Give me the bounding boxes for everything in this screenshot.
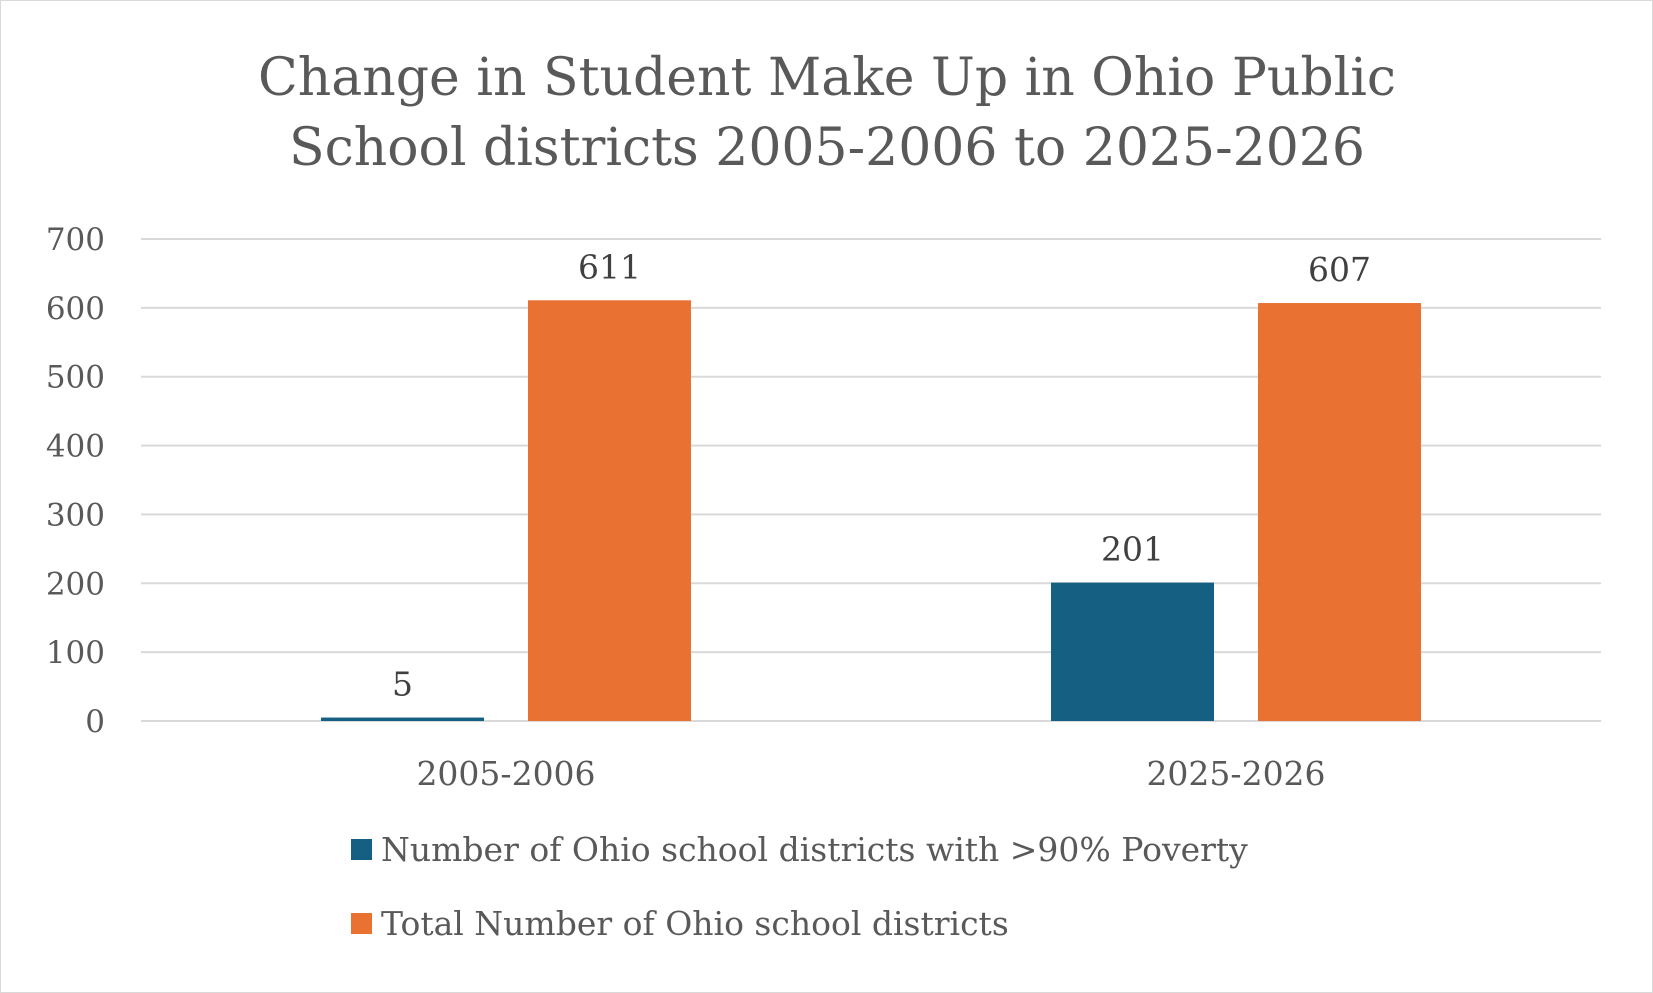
- y-tick-label-200: 200: [46, 566, 105, 602]
- y-tick-label-700: 700: [46, 222, 105, 258]
- legend-swatch-1: [351, 913, 372, 934]
- bar-series-1-2025-2026[interactable]: [1258, 303, 1421, 721]
- gridlines: [141, 238, 1601, 722]
- y-tick-label-500: 500: [46, 360, 105, 396]
- legend: Number of Ohio school districts with >90…: [351, 830, 1248, 943]
- y-tick-label-0: 0: [85, 704, 105, 740]
- data-label-series-0-2005-2006: 5: [392, 665, 413, 704]
- bar-series-0-2005-2006[interactable]: [321, 717, 484, 721]
- x-axis-categories: 2005-2006 2025-2026: [416, 754, 1325, 793]
- bar-series-0-2025-2026[interactable]: [1051, 582, 1214, 721]
- legend-label-1: Total Number of Ohio school districts: [381, 904, 1009, 943]
- chart-title: Change in Student Make Up in Ohio Public…: [258, 48, 1396, 178]
- chart-title-line-2: School districts 2005-2006 to 2025-2026: [289, 118, 1365, 178]
- y-tick-label-300: 300: [46, 497, 105, 533]
- data-label-series-1-2025-2026: 607: [1308, 250, 1371, 289]
- chart-title-line-1: Change in Student Make Up in Ohio Public: [258, 48, 1396, 108]
- legend-label-0: Number of Ohio school districts with >90…: [381, 830, 1248, 869]
- bar-series-1-2005-2006[interactable]: [528, 300, 691, 721]
- y-tick-label-100: 100: [46, 635, 105, 671]
- x-tick-label-2025-2026: 2025-2026: [1146, 754, 1325, 793]
- x-tick-label-2005-2006: 2005-2006: [416, 754, 595, 793]
- data-label-series-0-2025-2026: 201: [1101, 530, 1164, 569]
- data-labels: 5 611 201 607: [392, 247, 1371, 703]
- bars: [321, 300, 1421, 721]
- y-axis-ticks: 0 100 200 300 400 500 600 700: [46, 222, 105, 740]
- data-label-series-1-2005-2006: 611: [578, 247, 641, 286]
- y-tick-label-400: 400: [46, 429, 105, 465]
- legend-swatch-0: [351, 839, 372, 860]
- y-tick-label-600: 600: [46, 291, 105, 327]
